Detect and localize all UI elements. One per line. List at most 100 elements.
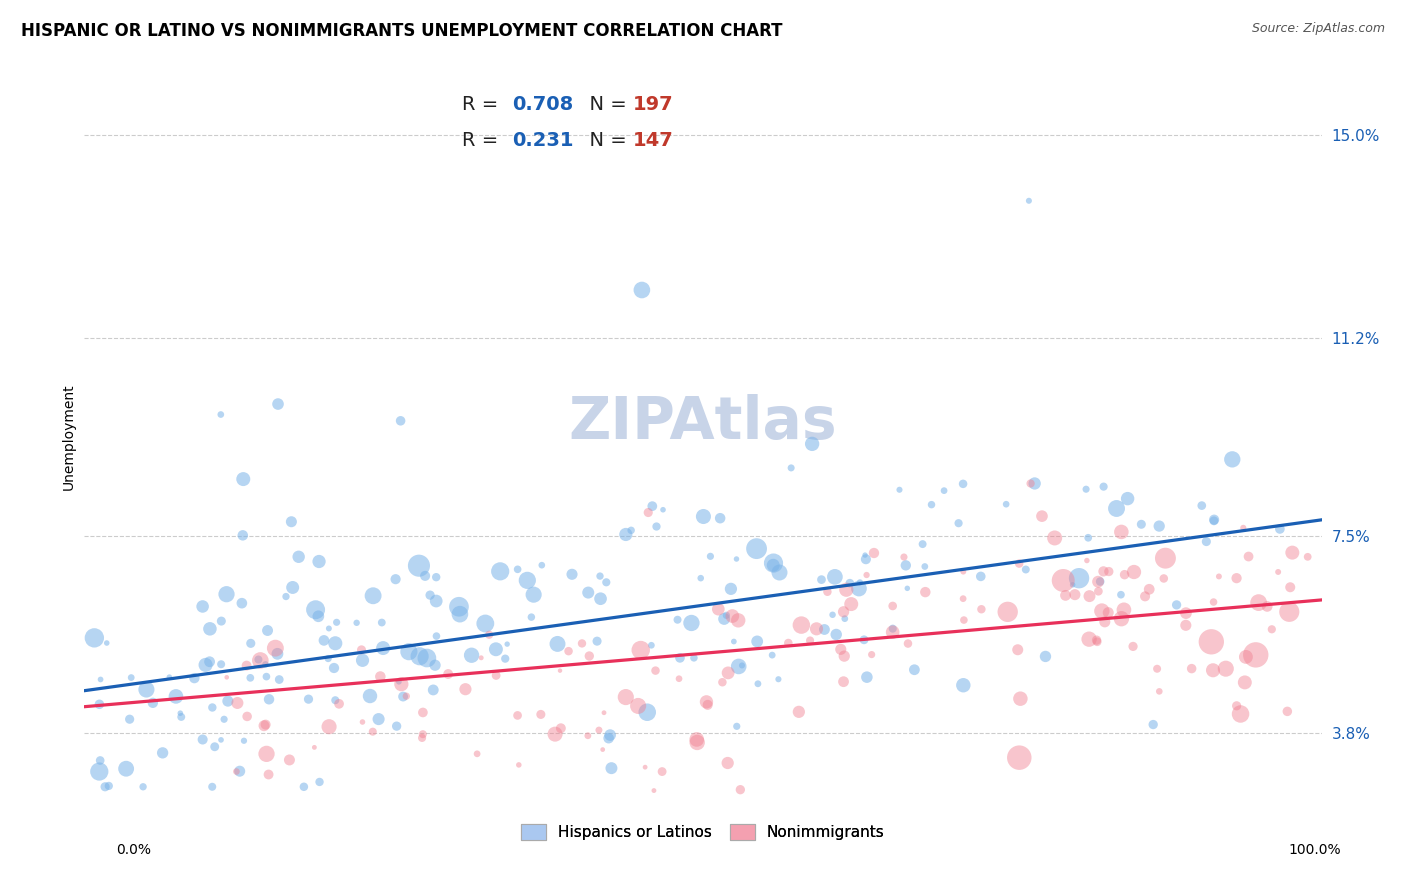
Point: [544, 727, 567, 741]
Point: [412, 706, 434, 720]
Point: [352, 714, 374, 729]
Point: [1015, 562, 1038, 576]
Point: [395, 689, 418, 703]
Point: [860, 648, 883, 662]
Point: [89, 698, 111, 712]
Point: [721, 609, 744, 624]
Point: [411, 731, 433, 745]
Point: [449, 607, 471, 622]
Point: [447, 599, 470, 614]
Point: [201, 700, 224, 714]
Point: [640, 638, 662, 652]
Point: [1078, 589, 1101, 603]
Point: [717, 756, 740, 770]
Point: [821, 607, 844, 622]
Point: [761, 648, 783, 662]
Point: [118, 712, 141, 726]
Point: [832, 649, 855, 664]
Point: [592, 742, 614, 756]
Point: [323, 636, 346, 650]
Point: [152, 746, 174, 760]
Point: [304, 740, 326, 755]
Point: [496, 637, 519, 651]
Point: [806, 622, 828, 636]
Point: [970, 569, 993, 583]
Point: [1092, 565, 1115, 579]
Point: [267, 397, 290, 411]
Point: [1031, 509, 1053, 524]
Point: [1052, 574, 1074, 588]
Point: [832, 605, 855, 619]
Point: [832, 674, 855, 689]
Point: [226, 696, 249, 710]
Point: [1092, 480, 1115, 494]
Point: [652, 502, 675, 516]
Point: [94, 780, 117, 794]
Text: 197: 197: [633, 95, 673, 114]
Point: [952, 591, 974, 606]
Text: HISPANIC OR LATINO VS NONIMMIGRANTS UNEMPLOYMENT CORRELATION CHART: HISPANIC OR LATINO VS NONIMMIGRANTS UNEM…: [21, 22, 783, 40]
Point: [547, 637, 569, 651]
Point: [1232, 521, 1254, 535]
Point: [308, 554, 330, 568]
Y-axis label: Unemployment: Unemployment: [62, 384, 76, 491]
Point: [489, 565, 512, 579]
Point: [834, 612, 856, 626]
Point: [506, 708, 529, 723]
Point: [717, 665, 740, 680]
Point: [731, 658, 754, 673]
Point: [115, 762, 138, 776]
Point: [318, 622, 340, 636]
Point: [232, 472, 254, 486]
Point: [1111, 612, 1133, 626]
Point: [232, 528, 254, 542]
Point: [1122, 640, 1144, 654]
Point: [911, 537, 934, 551]
Point: [686, 735, 709, 749]
Point: [627, 698, 650, 713]
Point: [586, 634, 609, 648]
Point: [370, 669, 392, 683]
Point: [96, 636, 118, 650]
Point: [932, 483, 955, 498]
Point: [474, 616, 496, 631]
Point: [561, 567, 583, 582]
Point: [212, 712, 235, 726]
Point: [835, 582, 858, 597]
Point: [198, 622, 221, 636]
Point: [460, 648, 482, 663]
Point: [254, 717, 277, 731]
Point: [454, 682, 477, 697]
Point: [689, 571, 711, 585]
Point: [799, 633, 821, 648]
Text: 0.231: 0.231: [512, 130, 574, 150]
Point: [683, 651, 706, 665]
Point: [855, 568, 877, 582]
Point: [855, 552, 877, 566]
Point: [727, 613, 749, 627]
Point: [423, 658, 446, 673]
Point: [599, 728, 621, 742]
Point: [266, 647, 288, 661]
Point: [398, 645, 420, 659]
Point: [762, 558, 785, 573]
Point: [557, 644, 579, 658]
Point: [768, 566, 790, 580]
Point: [863, 546, 886, 560]
Point: [853, 632, 876, 647]
Point: [413, 569, 436, 583]
Point: [389, 677, 412, 691]
Point: [571, 636, 593, 650]
Point: [768, 672, 790, 686]
Point: [371, 615, 394, 630]
Point: [1296, 549, 1319, 564]
Point: [389, 414, 412, 428]
Point: [595, 575, 617, 590]
Point: [894, 558, 917, 573]
Point: [1133, 590, 1156, 604]
Point: [576, 585, 599, 599]
Point: [651, 764, 673, 779]
Point: [135, 682, 157, 697]
Point: [239, 636, 262, 650]
Point: [669, 651, 692, 665]
